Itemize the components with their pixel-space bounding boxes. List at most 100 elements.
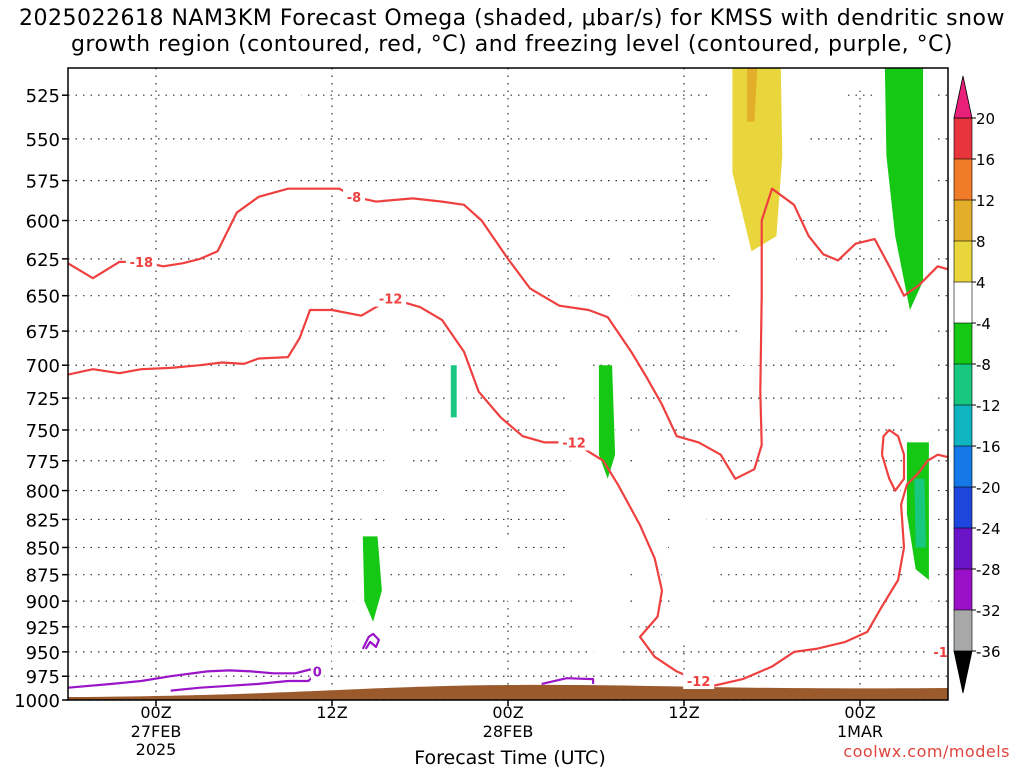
colorbar-swatch bbox=[953, 568, 973, 611]
contour-label: -12 bbox=[379, 293, 403, 308]
y-tick-label: 525 bbox=[26, 86, 60, 107]
y-tick-label: 925 bbox=[26, 618, 60, 639]
colorbar-label: 20 bbox=[976, 110, 995, 128]
colorbar-swatch bbox=[953, 363, 973, 406]
omega-region bbox=[884, 68, 924, 310]
x-tick-label: 12Z bbox=[668, 703, 699, 722]
omega-region bbox=[340, 423, 347, 467]
y-tick-label: 725 bbox=[26, 389, 60, 410]
y-tick-label: 675 bbox=[26, 322, 60, 343]
contour-label-bg bbox=[310, 663, 324, 680]
x-tick-year: 2025 bbox=[136, 740, 177, 759]
omega-region bbox=[747, 68, 758, 122]
y-tick-label: 550 bbox=[26, 130, 60, 151]
contour-label: -12 bbox=[562, 436, 586, 451]
contour-label: -12 bbox=[687, 675, 711, 690]
y-axis: 525 550 575 600 625 650 675 700 725 750 775 800 825 8… bbox=[14, 86, 68, 712]
freezing-level-contour bbox=[68, 668, 319, 692]
freezing-level-contour bbox=[541, 677, 595, 685]
contour-label-bg bbox=[929, 643, 948, 660]
colorbar-label: -20 bbox=[976, 479, 1001, 497]
colorbar-swatch bbox=[953, 199, 973, 242]
colorbar-label: -8 bbox=[976, 356, 991, 374]
omega-region bbox=[914, 478, 926, 548]
colorbar: 20 16 12 8 4 -4 -8 -12 -16 -20 -24 -28 -32 -36 bbox=[953, 75, 1001, 694]
omega-region bbox=[554, 281, 570, 392]
dendritic-contour bbox=[880, 428, 906, 492]
x-tick-label: 00Z bbox=[140, 703, 171, 722]
colorbar-label: -24 bbox=[976, 520, 1001, 538]
terrain-shade bbox=[68, 684, 948, 700]
colorbar-swatch bbox=[953, 445, 973, 488]
colorbar-label: -36 bbox=[976, 643, 1001, 661]
y-tick-label: 575 bbox=[26, 172, 60, 193]
x-tick-date: 28FEB bbox=[483, 722, 534, 741]
omega-region bbox=[450, 365, 457, 418]
colorbar-label: 8 bbox=[976, 233, 986, 251]
y-tick-label: 750 bbox=[26, 421, 60, 442]
colorbar-swatch bbox=[953, 281, 973, 324]
site-credit: coolwx.com/models bbox=[843, 742, 1010, 761]
x-tick-date: 27FEB bbox=[131, 722, 182, 741]
y-tick-label: 700 bbox=[26, 356, 60, 377]
omega-region bbox=[575, 188, 582, 296]
colorbar-over-arrow bbox=[953, 75, 973, 119]
omega-region bbox=[288, 68, 303, 189]
x-tick-label: 12Z bbox=[316, 703, 347, 722]
contour-label: 0 bbox=[313, 665, 322, 680]
colorbar-label: -12 bbox=[976, 397, 1001, 415]
colorbar-swatch bbox=[953, 527, 973, 570]
y-tick-label: 875 bbox=[26, 566, 60, 587]
colorbar-under-arrow bbox=[953, 650, 973, 694]
contour-label-bg bbox=[683, 673, 715, 690]
colorbar-label: 16 bbox=[976, 151, 995, 169]
contour-label-bg bbox=[125, 253, 157, 270]
contour-label-bg bbox=[343, 188, 365, 205]
x-tick-date: 1MAR bbox=[837, 722, 883, 741]
colorbar-label: -16 bbox=[976, 438, 1001, 456]
contour-label-bg bbox=[375, 290, 407, 307]
colorbar-swatch bbox=[953, 117, 973, 160]
y-tick-label: 650 bbox=[26, 287, 60, 308]
omega-region bbox=[332, 636, 340, 662]
colorbar-swatch bbox=[953, 404, 973, 447]
contour-label: -12 bbox=[933, 646, 957, 661]
y-tick-label: 625 bbox=[26, 250, 60, 271]
dendritic-contour bbox=[68, 187, 948, 480]
omega-shading bbox=[238, 68, 932, 672]
colorbar-label: 12 bbox=[976, 192, 995, 210]
y-tick-label: 825 bbox=[26, 510, 60, 531]
y-tick-label: 775 bbox=[26, 452, 60, 473]
colorbar-label: 4 bbox=[976, 274, 986, 292]
omega-region bbox=[732, 68, 783, 252]
colorbar-label: -4 bbox=[976, 315, 991, 333]
y-tick-label: 950 bbox=[26, 643, 60, 664]
gridlines bbox=[68, 68, 948, 701]
omega-region bbox=[566, 351, 638, 672]
temperature-contours: -18 -8 -12 -12 -12 0 -12 bbox=[68, 187, 957, 692]
omega-region bbox=[362, 536, 382, 622]
colorbar-swatch bbox=[953, 486, 973, 529]
colorbar-swatch bbox=[953, 609, 973, 652]
omega-region bbox=[598, 365, 616, 479]
y-tick-label: 900 bbox=[26, 592, 60, 613]
dendritic-contour bbox=[68, 297, 948, 687]
terrain bbox=[68, 684, 948, 700]
omega-region bbox=[500, 536, 517, 607]
y-tick-label: 1000 bbox=[14, 691, 60, 712]
contour-label: -8 bbox=[347, 191, 361, 206]
colorbar-label: -28 bbox=[976, 561, 1001, 579]
y-tick-label: 800 bbox=[26, 482, 60, 503]
y-tick-label: 850 bbox=[26, 538, 60, 559]
omega-region bbox=[666, 502, 717, 642]
omega-region bbox=[422, 68, 435, 181]
freezing-level-contour bbox=[361, 632, 380, 650]
contour-label-bg bbox=[558, 434, 590, 451]
omega-region bbox=[238, 317, 253, 514]
colorbar-swatch bbox=[953, 240, 973, 283]
omega-region bbox=[449, 68, 457, 181]
colorbar-swatch bbox=[953, 158, 973, 201]
contour-label: -18 bbox=[130, 256, 154, 271]
colorbar-label: -32 bbox=[976, 602, 1001, 620]
